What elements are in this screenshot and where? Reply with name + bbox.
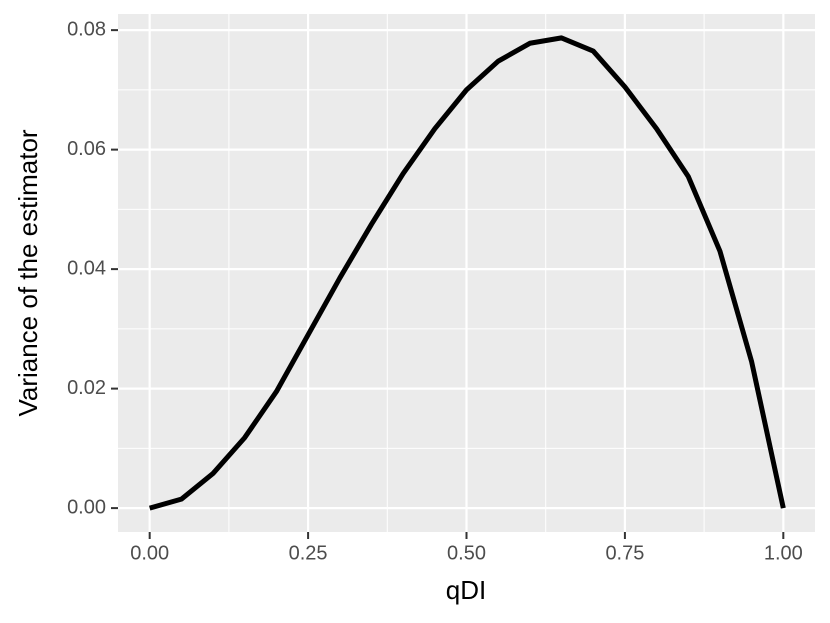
- y-tick-label: 0.02: [67, 377, 106, 399]
- x-axis-title: qDI: [446, 575, 486, 605]
- line: [149, 35, 786, 511]
- y-axis-title: Variance of the estimator: [13, 129, 43, 416]
- y-tick-label: 0.00: [67, 496, 106, 518]
- y-tick-label: 0.06: [67, 138, 106, 160]
- x-tick-label: 0.50: [447, 542, 486, 564]
- x-tick-label: 1.00: [764, 542, 803, 564]
- x-tick-label: 0.75: [605, 542, 644, 564]
- y-tick-label: 0.08: [67, 18, 106, 40]
- x-tick-label: 0.25: [289, 542, 328, 564]
- y-tick-label: 0.04: [67, 257, 106, 279]
- x-tick-label: 0.00: [130, 542, 169, 564]
